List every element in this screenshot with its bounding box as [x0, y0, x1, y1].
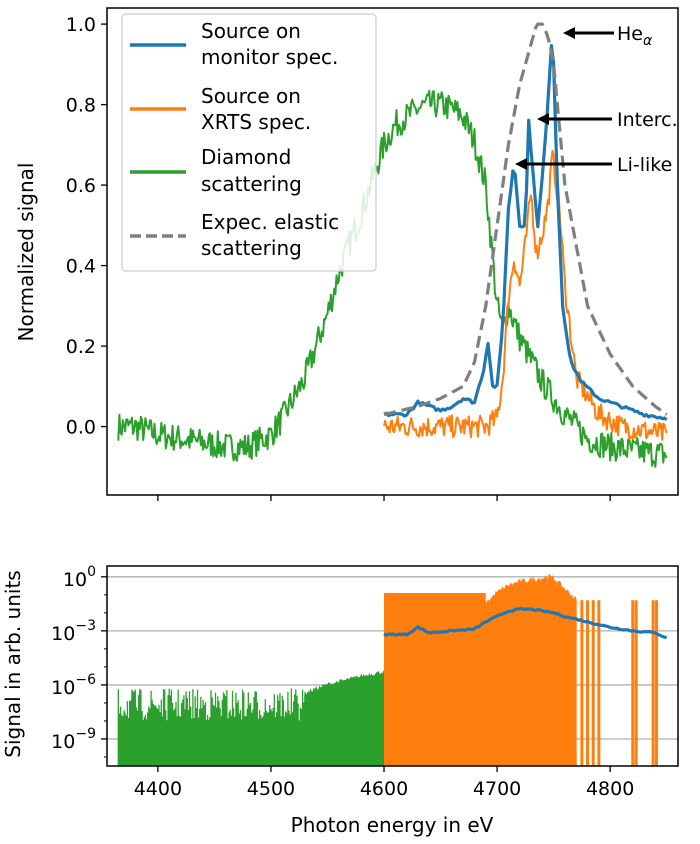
x-axis-label: Photon energy in eV: [291, 813, 494, 837]
annotation-he-alpha-subscript: α: [643, 33, 653, 49]
legend-frame: [121, 13, 377, 272]
arrowhead-interc: [537, 113, 549, 125]
bottom-xrts-signal: [485, 573, 577, 767]
series-line-source-on-xrts-spec: [383, 149, 668, 441]
legend-label-diamond-2: scattering: [201, 172, 302, 196]
top-y-ticks: 0.0 0.2 0.4 0.6 0.8 1.0: [66, 14, 107, 439]
series-line-diamond-scattering: [117, 89, 668, 468]
top-x-ticks: [157, 495, 611, 501]
bottom-x-tick-label: 4700: [473, 778, 521, 800]
top-y-tick-label: 1.0: [66, 14, 96, 36]
annotation-interc: Interc.: [617, 109, 678, 131]
series-line-source-on-monitor-spec: [383, 44, 668, 422]
bottom-x-tick-label: 4500: [247, 778, 295, 800]
top-y-tick-label: 0.0: [66, 417, 96, 439]
bottom-panel: 100 10−3 10−6 10−9 4400 4500 4600 4700 4800 Sig…: [1, 564, 679, 837]
bottom-plot-area: [117, 573, 668, 767]
annotations: Heα Interc. Li-like: [515, 23, 678, 176]
top-y-tick-label: 0.4: [66, 256, 96, 278]
top-axes-frame: [106, 7, 679, 496]
top-y-axis-label: Normalized signal: [14, 163, 38, 342]
bottom-y-tick-label: 10−3: [51, 618, 96, 645]
arrowhead-he-alpha: [563, 27, 575, 39]
top-y-tick-label: 0.2: [66, 336, 96, 358]
legend: Source on monitor spec. Source on XRTS s…: [121, 13, 377, 272]
annotation-he-alpha: Heα: [617, 23, 653, 49]
annotation-he-alpha-label: He: [617, 23, 643, 45]
legend-label-xrts-1: Source on: [201, 84, 301, 108]
legend-label-monitor-2: monitor spec.: [201, 45, 338, 69]
bottom-axes-frame: [106, 565, 679, 767]
bottom-x-tick-label: 4600: [360, 778, 408, 800]
bottom-xrts-noise-band: [384, 593, 486, 766]
bottom-x-ticks: 4400 4500 4600 4700 4800: [134, 766, 634, 800]
arrowhead-li-like: [515, 158, 527, 170]
bottom-x-tick-label: 4800: [586, 778, 634, 800]
annotation-li-like: Li-like: [617, 154, 672, 176]
top-y-tick-label: 0.8: [66, 95, 96, 117]
bottom-y-tick-label: 10−6: [51, 672, 96, 699]
bottom-y-tick-label: 10−9: [51, 726, 96, 753]
bottom-x-tick-label: 4400: [134, 778, 182, 800]
series-line-expec-elastic-scattering: [383, 22, 668, 417]
bottom-monitor-line: [383, 607, 668, 640]
bottom-y-ticks: 100 10−3 10−6 10−9: [51, 564, 107, 758]
legend-label-monitor-1: Source on: [201, 19, 301, 43]
bottom-y-axis-label: Signal in arb. units: [1, 570, 25, 757]
top-y-tick-label: 0.6: [66, 175, 96, 197]
legend-label-elastic-1: Expec. elastic: [201, 210, 339, 234]
legend-label-xrts-2: XRTS spec.: [201, 110, 311, 134]
top-panel: 0.0 0.2 0.4 0.6 0.8 1.0 Normalized signal Sou…: [14, 7, 679, 501]
legend-label-diamond-1: Diamond: [201, 145, 291, 169]
legend-label-elastic-2: scattering: [201, 236, 302, 260]
bottom-diamond-noise: [117, 688, 306, 766]
bottom-y-tick-label: 100: [63, 564, 96, 591]
top-plot-area: [117, 22, 668, 468]
